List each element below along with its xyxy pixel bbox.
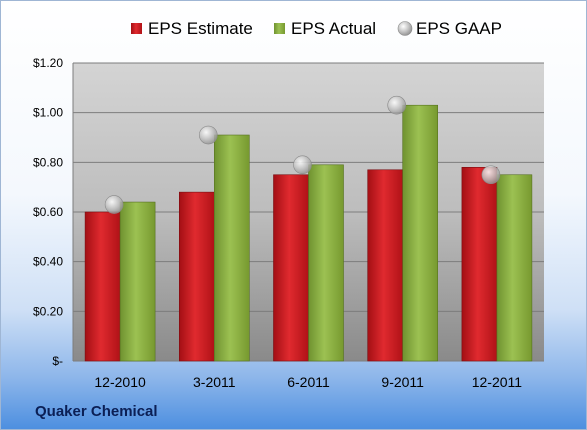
legend-label: EPS GAAP <box>416 19 502 38</box>
x-tick-label: 6-2011 <box>287 374 330 390</box>
bar-eps-estimate <box>84 211 121 362</box>
x-tick-label: 12-2010 <box>94 374 146 390</box>
x-tick-label: 12-2011 <box>472 374 523 390</box>
x-axis-labels: 12-2010 3-2011 6-2011 9-2011 12-2011 <box>94 374 522 390</box>
marker-eps-gaap <box>293 155 312 175</box>
y-tick-label: $0.20 <box>33 304 63 318</box>
marker-eps-gaap <box>387 95 407 115</box>
bar-eps-estimate <box>179 191 215 362</box>
legend-swatch <box>397 21 413 36</box>
y-tick-label: $0.80 <box>33 155 63 169</box>
y-tick-label: $1.00 <box>33 106 63 120</box>
bar-eps-actual <box>119 201 156 362</box>
legend-label: EPS Estimate <box>148 19 253 38</box>
marker-eps-gaap <box>481 165 501 185</box>
x-tick-label: 9-2011 <box>381 374 424 390</box>
x-tick-label: 3-2011 <box>193 374 236 390</box>
marker-eps-gaap <box>199 125 218 145</box>
bar-eps-estimate <box>367 169 404 362</box>
bar-eps-actual <box>496 174 533 362</box>
y-tick-label: $0.40 <box>33 255 63 269</box>
legend: EPS Estimate EPS Actual EPS GAAP <box>131 19 502 38</box>
company-name: Quaker Chemical <box>35 403 158 420</box>
marker-eps-gaap <box>104 195 124 214</box>
y-tick-label: $- <box>52 354 63 368</box>
y-tick-label: $0.60 <box>33 205 63 219</box>
legend-swatch <box>131 23 142 34</box>
legend-label: EPS Actual <box>291 19 376 38</box>
bars <box>84 104 533 362</box>
bar-eps-actual <box>308 164 344 362</box>
y-axis-labels: $- $0.20 $0.40 $0.60 $0.80 $1.00 $1.20 <box>33 56 63 368</box>
bar-eps-actual <box>214 134 250 362</box>
legend-swatch <box>274 23 285 34</box>
gaap-markers <box>104 95 501 214</box>
bar-eps-estimate <box>273 174 309 362</box>
bar-eps-actual <box>402 104 439 362</box>
bar-eps-estimate <box>461 167 498 362</box>
y-tick-label: $1.20 <box>33 56 63 70</box>
